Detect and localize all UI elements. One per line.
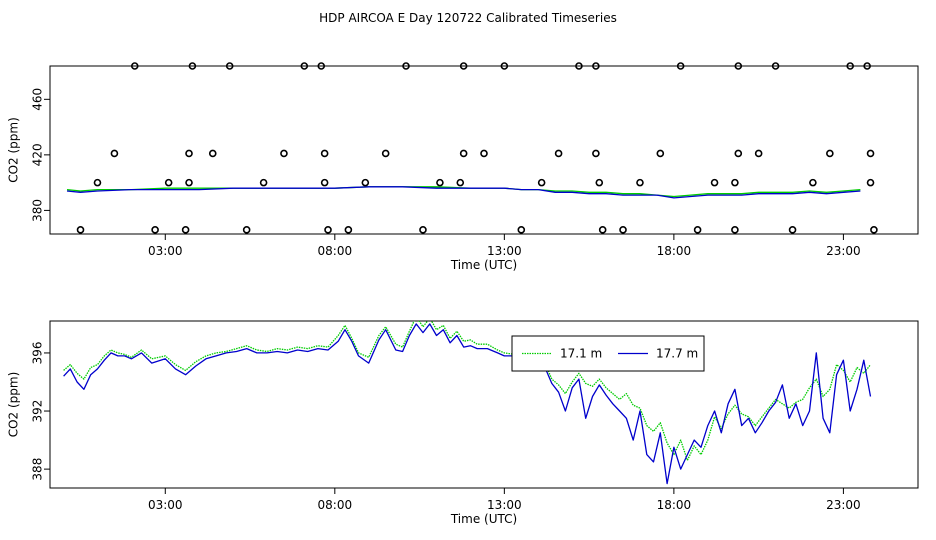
data-point xyxy=(76,226,85,234)
data-point xyxy=(734,149,743,158)
data-point xyxy=(598,226,607,234)
data-point xyxy=(381,149,390,158)
legend-box xyxy=(511,335,705,372)
data-point xyxy=(300,62,309,70)
data-point xyxy=(788,226,797,234)
figure-title: HDP AIRCOA E Day 120722 Calibrated Times… xyxy=(319,11,617,25)
data-point xyxy=(734,62,743,70)
x-tick-label: 13:00 xyxy=(487,498,522,512)
plot-frame xyxy=(49,320,919,489)
y-tick-label: 392 xyxy=(31,400,45,423)
data-point xyxy=(619,226,627,234)
bottom-panel: 03:00 08:00 13:00 18:00 23:00 388 392 396 Time (… xyxy=(7,320,919,526)
data-point xyxy=(225,62,234,70)
data-point xyxy=(731,178,739,187)
data-point xyxy=(344,226,353,234)
data-point xyxy=(459,149,468,158)
data-point xyxy=(320,178,329,187)
data-point xyxy=(436,178,444,187)
data-point xyxy=(459,62,468,70)
data-point xyxy=(500,62,509,70)
series-line-1 xyxy=(63,321,872,462)
x-tick-label: 18:00 xyxy=(657,244,692,258)
data-point xyxy=(208,149,217,158)
data-point xyxy=(185,149,193,158)
data-point xyxy=(693,226,702,234)
data-point xyxy=(419,226,427,234)
data-point xyxy=(242,226,251,234)
data-point xyxy=(676,62,685,70)
y-axis-label: CO2 (ppm) xyxy=(7,117,21,183)
data-point xyxy=(870,226,878,234)
x-axis-label: Time (UTC) xyxy=(450,258,517,272)
x-tick-label: 13:00 xyxy=(487,244,522,258)
x-tick-label: 18:00 xyxy=(657,498,692,512)
legend-label: 17.7 m xyxy=(656,347,698,361)
data-point xyxy=(592,62,600,70)
data-point xyxy=(809,178,817,187)
top-panel: 03:00 08:00 13:00 18:00 23:00 380 420 460 Time (… xyxy=(7,62,919,272)
data-point xyxy=(320,149,329,158)
data-point xyxy=(185,178,193,187)
data-point xyxy=(636,178,644,187)
y-tick-label: 388 xyxy=(31,458,45,481)
x-tick-label: 08:00 xyxy=(318,498,353,512)
data-point xyxy=(710,178,719,187)
x-tick-label: 23:00 xyxy=(826,244,861,258)
y-tick-label: 380 xyxy=(31,199,45,222)
data-point xyxy=(181,226,190,234)
x-tick-label: 03:00 xyxy=(148,498,183,512)
legend: 17.1 m 17.7 m xyxy=(511,335,705,372)
data-point xyxy=(151,226,159,234)
data-point xyxy=(130,62,139,70)
data-point xyxy=(656,149,665,158)
data-point xyxy=(592,149,600,158)
y-tick-label: 460 xyxy=(31,88,45,111)
data-point xyxy=(731,226,739,234)
data-point xyxy=(361,178,370,187)
data-point xyxy=(456,178,465,187)
plot-frame xyxy=(49,65,919,235)
data-point xyxy=(93,178,102,187)
data-point xyxy=(863,62,871,70)
legend-label: 17.1 m xyxy=(560,347,602,361)
data-point xyxy=(188,62,197,70)
data-point xyxy=(866,178,875,187)
x-tick-label: 08:00 xyxy=(318,244,353,258)
series-line-2 xyxy=(63,323,872,485)
x-tick-label: 23:00 xyxy=(826,498,861,512)
data-point xyxy=(517,226,526,234)
plot-area xyxy=(66,186,861,199)
series-line-2 xyxy=(66,186,861,199)
plot-area xyxy=(63,321,872,485)
data-point xyxy=(280,149,288,158)
data-point xyxy=(259,178,268,187)
y-axis-label: CO2 (ppm) xyxy=(7,372,21,438)
data-point xyxy=(595,178,604,187)
data-point xyxy=(537,178,546,187)
data-point xyxy=(754,149,763,158)
data-point xyxy=(164,178,173,187)
data-point xyxy=(826,149,834,158)
data-point xyxy=(402,62,410,70)
data-point xyxy=(846,62,854,70)
data-point xyxy=(480,149,488,158)
data-point xyxy=(575,62,583,70)
x-tick-label: 03:00 xyxy=(148,244,183,258)
data-point xyxy=(866,149,875,158)
data-point xyxy=(110,149,119,158)
data-point xyxy=(771,62,780,70)
data-point xyxy=(324,226,332,234)
x-axis-label: Time (UTC) xyxy=(450,512,517,526)
y-tick-label: 396 xyxy=(31,341,45,364)
y-tick-label: 420 xyxy=(31,143,45,166)
data-point xyxy=(317,62,326,70)
data-point xyxy=(554,149,563,158)
